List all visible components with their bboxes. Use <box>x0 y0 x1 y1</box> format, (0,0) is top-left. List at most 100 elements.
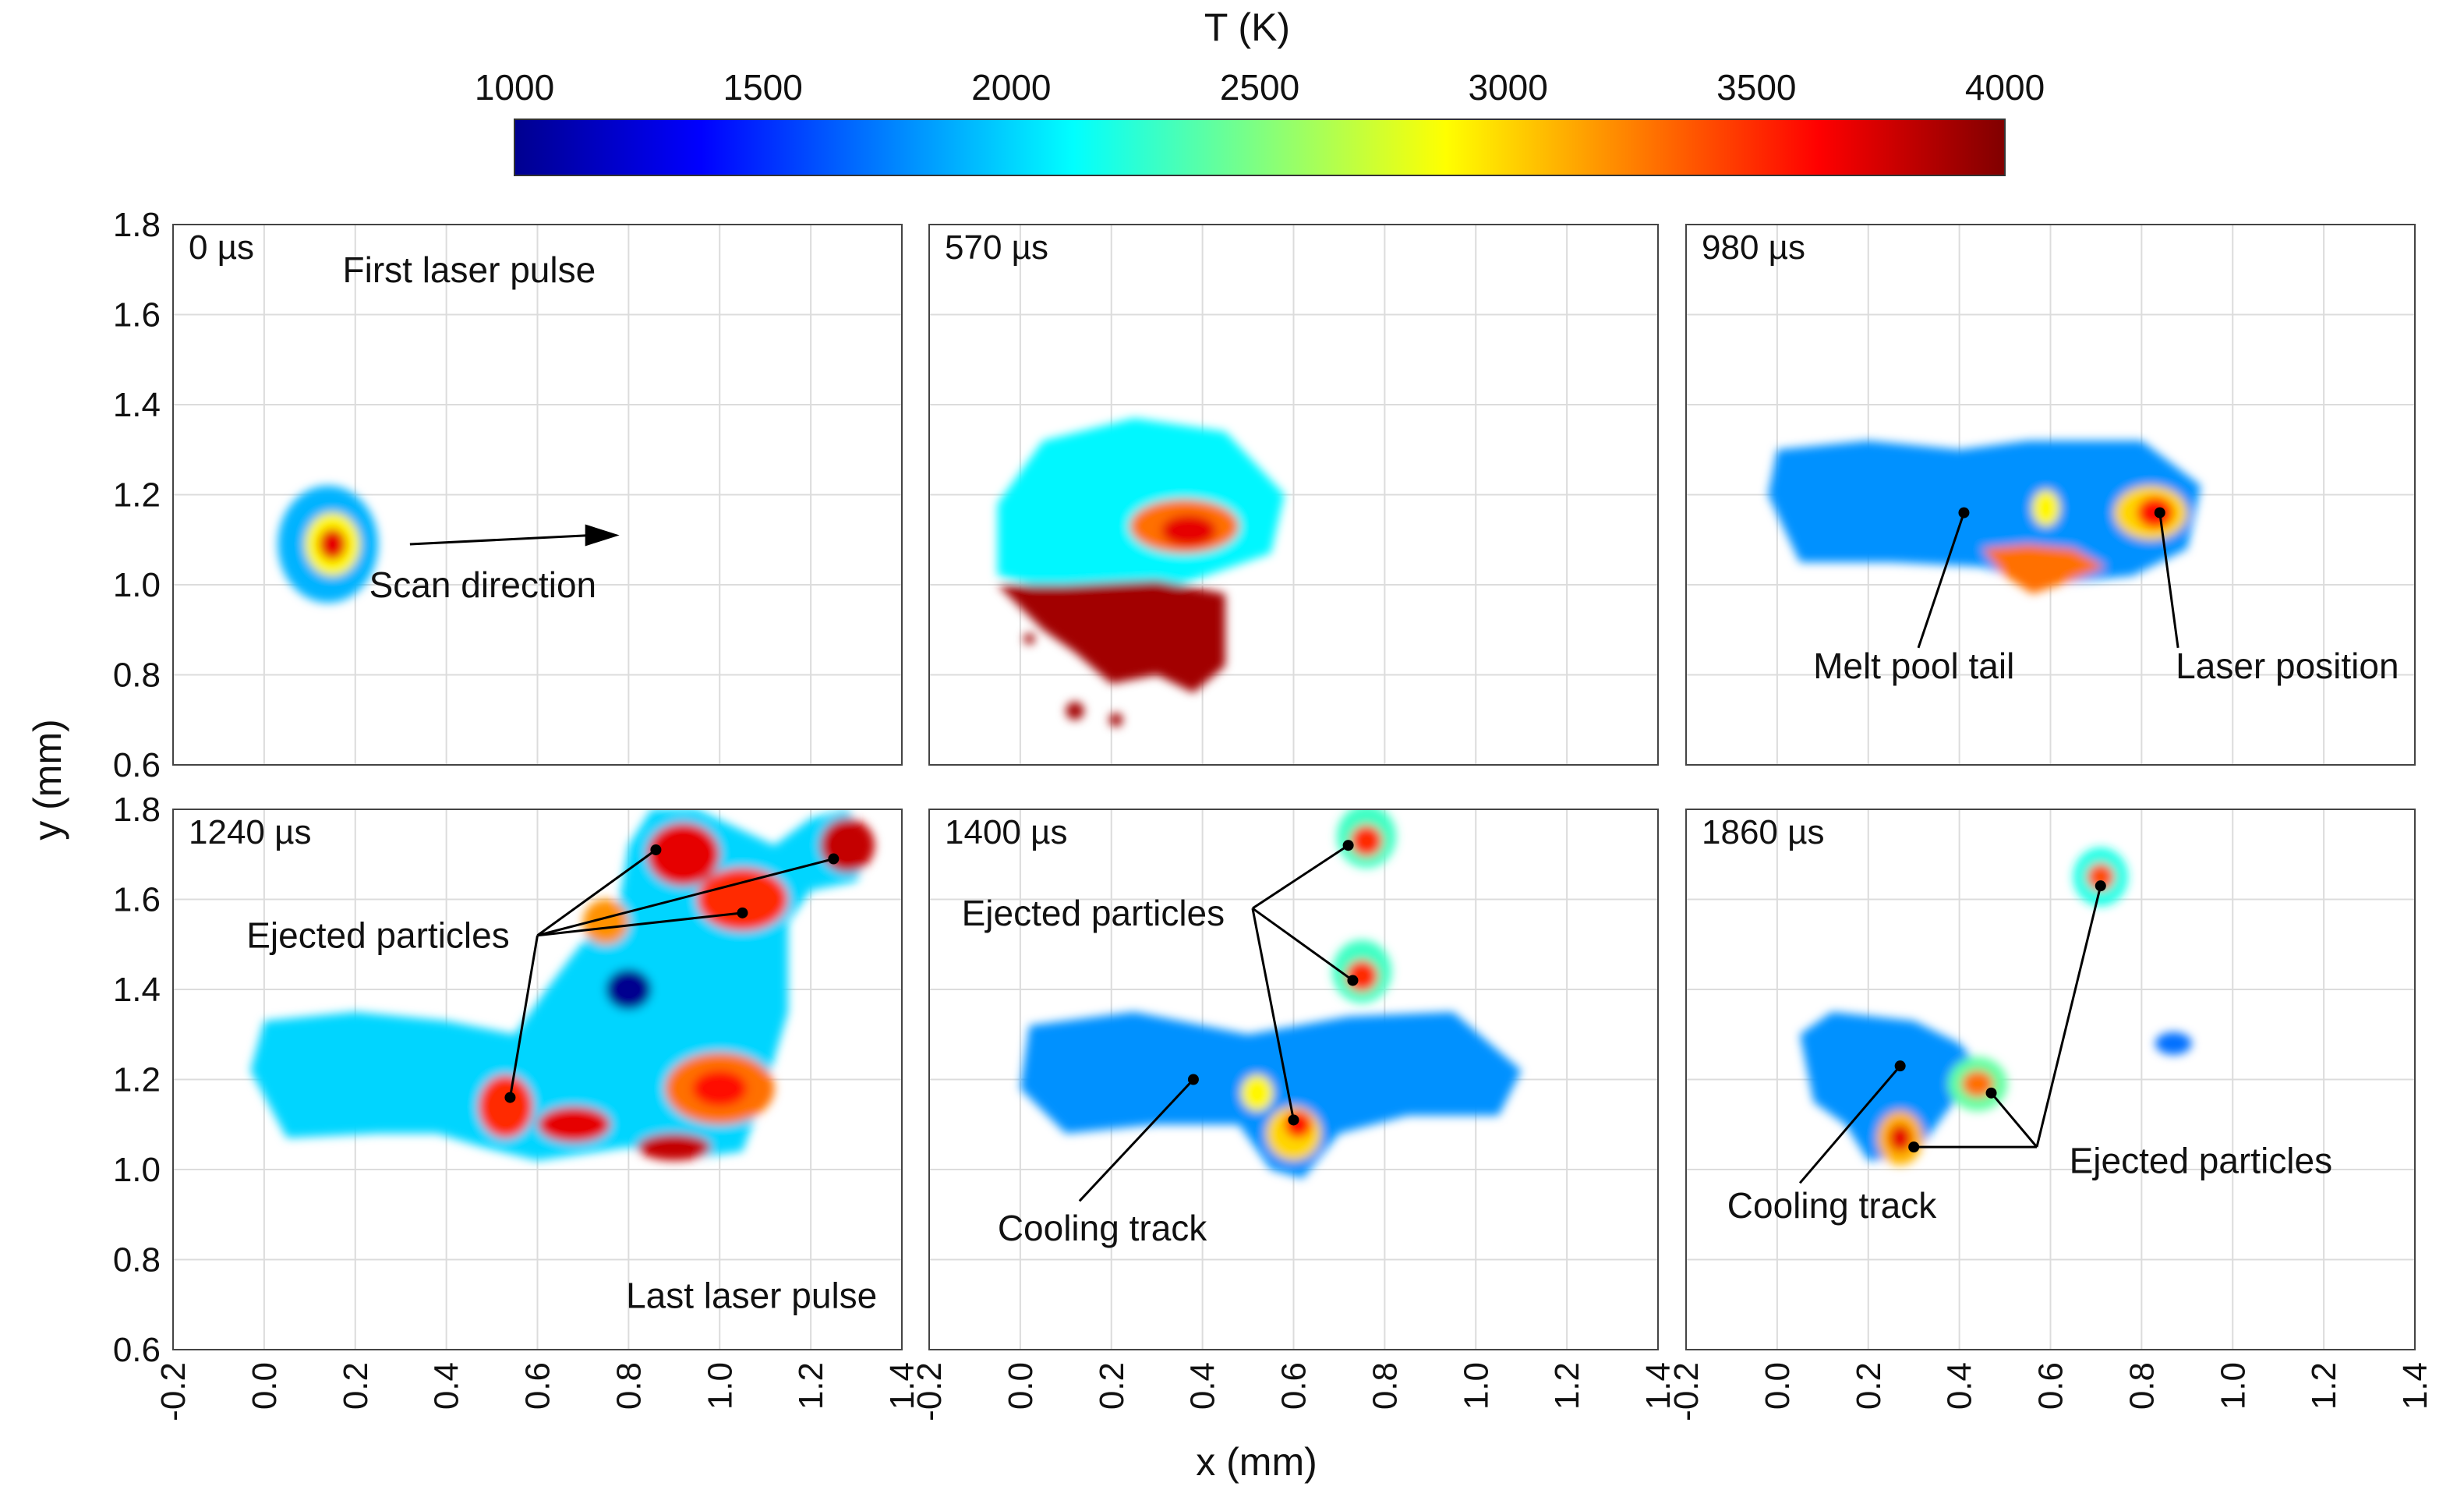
x-tick-label: 0.6 <box>519 1362 557 1410</box>
x-tick-label: 1.0 <box>1457 1362 1495 1410</box>
leader-dot <box>1958 507 1970 518</box>
leader-line <box>1251 908 1295 1120</box>
temperature-region <box>692 1070 748 1107</box>
annotation-label: Melt pool tail <box>1813 646 2014 686</box>
colorbar-tick-label: 4000 <box>1965 67 2045 108</box>
leader-dot <box>1347 975 1359 986</box>
leader-dot <box>1908 1141 1920 1153</box>
panel-3: 980 µs Melt pool tail Laser position <box>1685 224 2416 766</box>
colorbar-tick-label: 2000 <box>971 67 1051 108</box>
colorbar-tick-label: 3500 <box>1716 67 1796 108</box>
x-tick-label: 1.2 <box>2305 1362 2343 1410</box>
y-tick-label: 1.0 <box>113 566 161 604</box>
annotation-label: Ejected particles <box>962 893 1225 933</box>
leader-line <box>2158 512 2179 649</box>
temperature-region <box>997 580 1225 693</box>
temperature-region <box>2032 490 2060 526</box>
axes-frame <box>928 809 1659 1350</box>
temperature-field <box>1020 809 1522 1179</box>
x-tick-label: 1.4 <box>2396 1362 2434 1410</box>
annotation-label: Cooling track <box>1727 1185 1937 1226</box>
leader-line <box>1798 1065 1901 1184</box>
time-label: 1400 µs <box>945 813 1067 851</box>
leader-dot <box>1187 1074 1199 1085</box>
scan-direction-arrow <box>409 533 592 546</box>
colorbar-gradient <box>514 119 2006 176</box>
x-tick-label: 0.4 <box>1184 1362 1222 1410</box>
x-tick-label: 0.0 <box>1759 1362 1797 1410</box>
leader-dot <box>828 853 840 865</box>
leader-line <box>537 911 743 937</box>
temperature-region <box>1161 515 1217 547</box>
time-label: 570 µs <box>945 228 1048 267</box>
x-tick-label: 1.0 <box>2214 1362 2252 1410</box>
leader-dot <box>1288 1114 1299 1126</box>
leader-dot <box>504 1092 516 1103</box>
temperature-field <box>1768 441 2201 594</box>
annotation-label: Laser position <box>2176 646 2399 686</box>
x-tick-label: 1.0 <box>701 1362 739 1410</box>
y-axis-label: y (mm) <box>26 719 69 841</box>
x-tick-label: 0.8 <box>2123 1362 2161 1410</box>
temperature-region <box>2087 863 2115 890</box>
colorbar-tick-label: 3000 <box>1468 67 1547 108</box>
panels-grid: 0.8 1.0 1.2 1.4 1.6 1.8 0.6 0 µs First laser pul… <box>113 206 2434 1421</box>
x-tick-label: 1.4 <box>1639 1362 1677 1410</box>
leader-dot <box>2095 880 2106 892</box>
x-tick-label: -0.2 <box>154 1362 193 1421</box>
annotation-label: Ejected particles <box>2070 1140 2333 1180</box>
temperature-region <box>1284 1110 1312 1138</box>
x-tick-label: 1.2 <box>1548 1362 1586 1410</box>
y-tick-label: 1.6 <box>113 881 161 919</box>
temperature-region <box>2155 1032 2192 1055</box>
y-tick-label: 1.8 <box>113 206 161 244</box>
colorbar-tick-label: 2500 <box>1220 67 1299 108</box>
x-tick-label: 0.8 <box>610 1362 648 1410</box>
panel-6: -0.2 0.0 0.2 0.4 0.6 0.8 1.0 1.2 1.4 1860 µs Cooli… <box>1667 809 2434 1421</box>
leader-line <box>2035 885 2102 1148</box>
annotation-label: Last laser pulse <box>626 1276 877 1316</box>
time-label: 1240 µs <box>189 813 311 851</box>
temperature-region <box>1350 825 1383 857</box>
leader-dot <box>1342 840 1354 851</box>
temperature-region <box>1241 1074 1274 1111</box>
temperature-field <box>278 485 378 603</box>
leader-line <box>537 858 834 937</box>
temperature-field <box>1800 848 2192 1166</box>
y-tick-label: 1.0 <box>113 1151 161 1189</box>
axes-frame <box>1685 809 2416 1350</box>
y-tick-label: 0.6 <box>113 1331 161 1369</box>
y-tick-label: 1.4 <box>113 386 161 424</box>
arrow-head <box>585 524 620 547</box>
y-tick-label: 0.6 <box>113 746 161 784</box>
time-label: 0 µs <box>189 228 254 267</box>
x-tick-label: 0.4 <box>1941 1362 1979 1410</box>
temperature-region <box>1066 702 1084 720</box>
temperature-region <box>1023 633 1035 645</box>
annotation-label: Cooling track <box>998 1208 1207 1248</box>
axes-frame <box>172 224 903 766</box>
x-tick-label: 0.6 <box>1275 1362 1313 1410</box>
axes-frame <box>1685 224 2416 766</box>
x-tick-label: 0.6 <box>2032 1362 2070 1410</box>
panel-5: -0.2 0.0 0.2 0.4 0.6 0.8 1.0 1.2 1.4 1400 µs Eject… <box>910 809 1677 1421</box>
annotation-label: Scan direction <box>369 564 597 605</box>
temperature-region <box>478 1074 533 1138</box>
panel-1: 0.8 1.0 1.2 1.4 1.6 1.8 0.6 0 µs First laser pul… <box>113 206 903 784</box>
leader-line <box>1917 512 1965 649</box>
leader-line <box>508 935 539 1098</box>
leader-line <box>1078 1078 1195 1202</box>
x-tick-label: 0.2 <box>1850 1362 1888 1410</box>
temperature-region <box>1889 1124 1912 1152</box>
x-tick-label: -0.2 <box>1667 1362 1706 1421</box>
x-tick-label: 0.4 <box>428 1362 466 1410</box>
leader-dot <box>2154 507 2165 518</box>
x-tick-label: 0.2 <box>1093 1362 1131 1410</box>
time-label: 1860 µs <box>1702 813 1824 851</box>
x-axis-label: x (mm) <box>1196 1440 1317 1484</box>
leader-line <box>1252 907 1354 982</box>
temperature-field <box>997 418 1285 727</box>
x-tick-label: -0.2 <box>910 1362 949 1421</box>
temperature-region <box>1108 713 1123 727</box>
